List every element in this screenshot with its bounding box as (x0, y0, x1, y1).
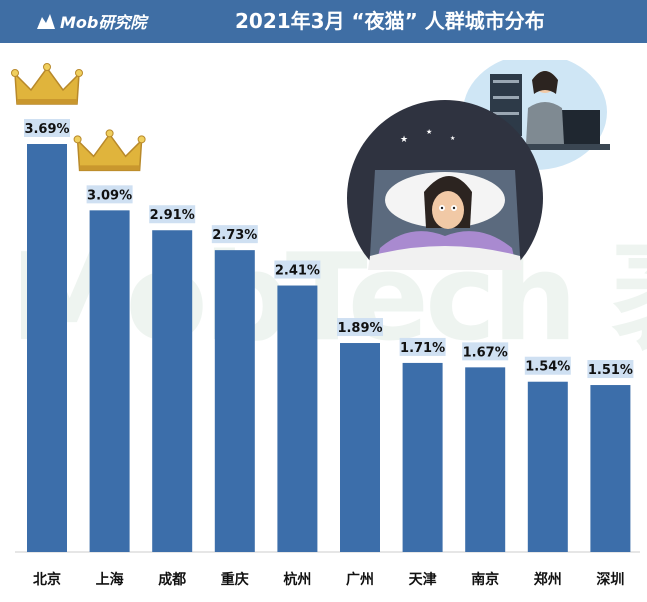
crown-icon (11, 63, 83, 105)
value-label-bg (399, 337, 446, 356)
value-label: 2.73% (212, 228, 257, 243)
value-label: 3.69% (24, 122, 69, 137)
bar-重庆 (214, 250, 255, 552)
logo-text: Mob研究院 (60, 13, 147, 32)
bar-南京 (465, 367, 506, 552)
value-label-bg (86, 185, 133, 204)
svg-text:★: ★ (400, 135, 408, 145)
sleeper-face (432, 191, 464, 229)
value-label: 2.41% (275, 264, 320, 279)
bar-深圳 (590, 385, 631, 552)
bar-成都 (152, 230, 193, 552)
value-label-bg (274, 260, 321, 279)
value-label: 3.09% (87, 188, 132, 203)
category-label: 南京 (471, 571, 499, 588)
value-label: 1.54% (525, 360, 570, 375)
category-label: 天津 (409, 571, 437, 588)
page-title: 2021年3月 “夜猫” 人群城市分布 (235, 9, 545, 33)
value-label-bg (524, 356, 571, 375)
category-label: 郑州 (534, 571, 562, 588)
logo: Mob研究院 (36, 8, 146, 34)
bar-北京 (27, 144, 67, 552)
value-label-bg (337, 318, 383, 337)
mob-logo-icon (37, 14, 55, 29)
value-label: 1.51% (588, 363, 633, 378)
category-label: 成都 (158, 571, 186, 588)
bar-上海 (89, 210, 130, 552)
bar-杭州 (277, 285, 318, 552)
value-label: 1.67% (463, 345, 508, 360)
category-label: 北京 (33, 571, 61, 588)
category-label: 杭州 (283, 571, 311, 588)
value-label: 2.91% (150, 208, 195, 223)
value-label-bg (462, 342, 509, 361)
category-label: 广州 (346, 571, 374, 588)
value-label-bg (211, 225, 258, 244)
value-label-bg (587, 360, 634, 379)
category-label: 重庆 (221, 571, 249, 588)
bar-天津 (402, 362, 443, 552)
category-label: 上海 (96, 571, 124, 588)
header-bar: Mob研究院 2021年3月 “夜猫” 人群城市分布 (0, 0, 647, 43)
svg-text:★: ★ (450, 135, 455, 142)
value-label: 1.71% (400, 341, 445, 356)
night-owl-illustration: ★ ★ ★ (347, 60, 610, 270)
category-label: 深圳 (596, 571, 624, 588)
bar-郑州 (527, 381, 568, 552)
crown-icon (73, 129, 146, 172)
bar-chart: 3.69% 北京 3.09% 上海 2.91% 成都 2.73% 重庆 2.41% 杭州 1.89%… (11, 63, 640, 588)
bar-广州 (340, 343, 380, 552)
svg-text:★: ★ (426, 128, 432, 136)
value-label-bg (149, 205, 196, 224)
value-label-bg (24, 119, 70, 137)
value-label: 1.89% (337, 321, 382, 336)
